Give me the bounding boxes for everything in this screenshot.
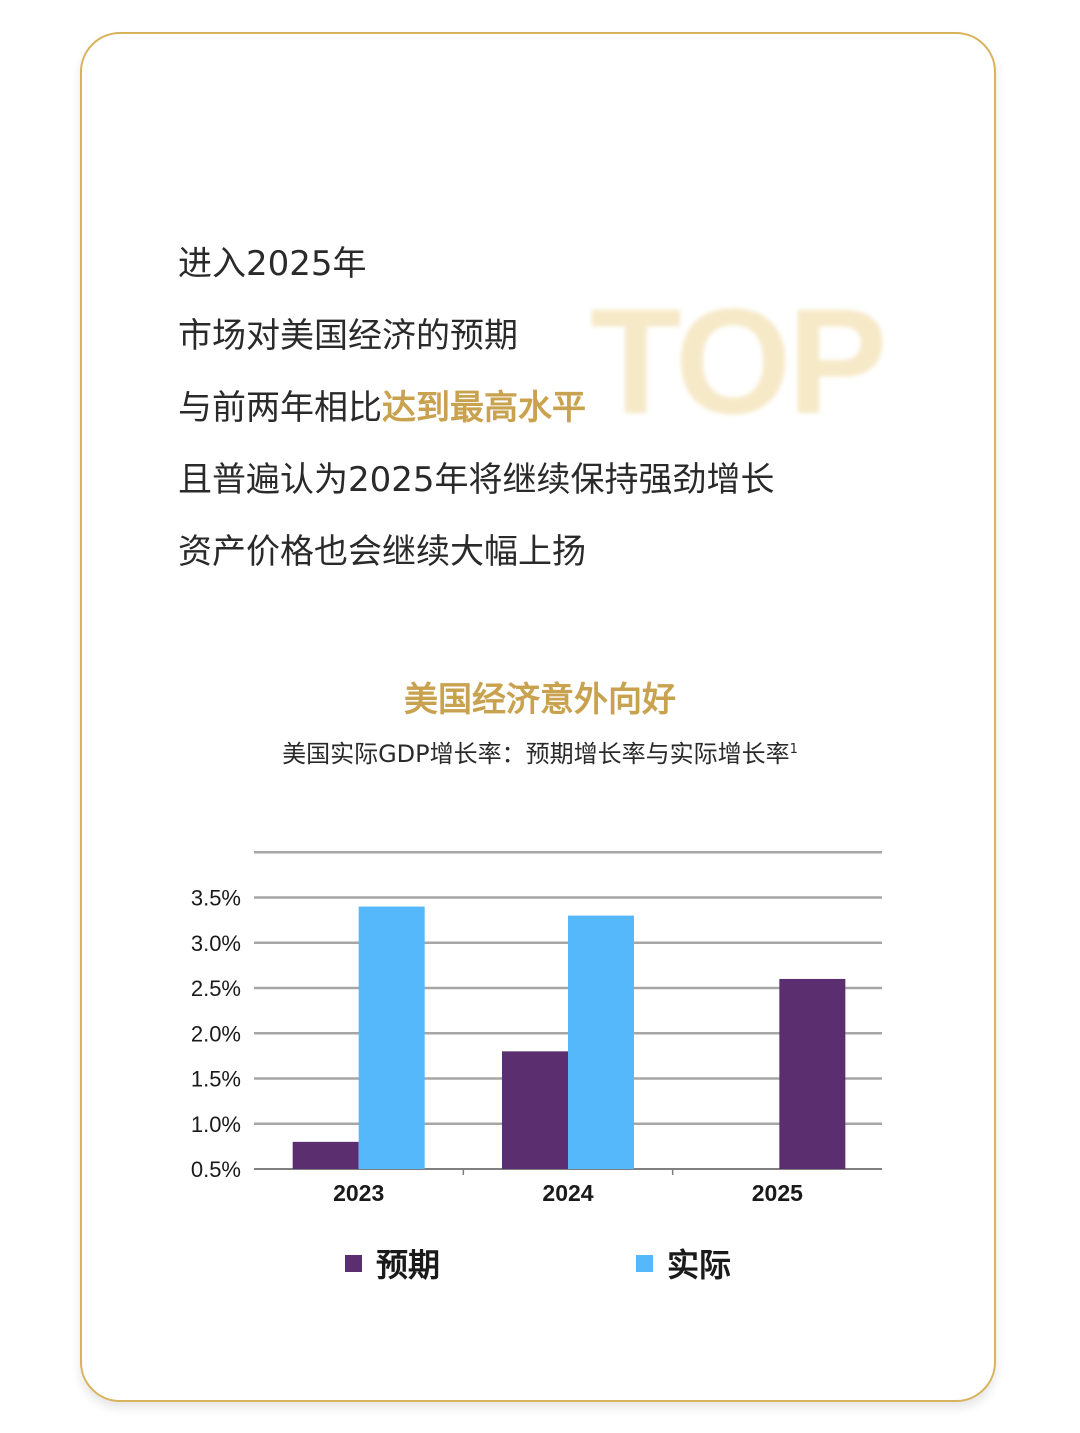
intro-line-1: 进入2025年 (178, 244, 367, 284)
content-card (80, 32, 996, 1402)
legend-item-actual: 实际 (636, 1240, 731, 1286)
intro-line-2: 市场对美国经济的预期 (178, 316, 518, 356)
intro-line-4: 且普遍认为2025年将继续保持强劲增长 (178, 460, 775, 500)
y-tick-label: 1.5% (191, 1067, 241, 1092)
bar-actual-2023 (358, 906, 425, 1169)
top-watermark: TOP (590, 277, 888, 445)
bar-expected-2023 (292, 1141, 359, 1169)
x-tick-label: 2023 (333, 1180, 384, 1206)
legend-item-expected: 预期 (345, 1240, 440, 1286)
legend-label-actual: 实际 (667, 1246, 732, 1284)
y-tick-label: 3.5% (191, 886, 241, 911)
legend-swatch-actual (636, 1254, 653, 1272)
bar-expected-2024 (502, 1051, 568, 1169)
intro-line-3-prefix: 与前两年相比 (178, 388, 382, 428)
y-tick-label: 3.0% (191, 931, 241, 956)
chart-footnote-marker: 1 (789, 742, 798, 757)
chart-subtitle-text: 美国实际GDP增长率：预期增长率与实际增长率 (282, 740, 790, 768)
legend-swatch-expected (345, 1254, 362, 1272)
intro-line-3-highlight: 达到最高水平 (382, 388, 586, 428)
y-tick-label: 2.5% (191, 976, 241, 1001)
chart-subtitle: 美国实际GDP增长率：预期增长率与实际增长率1 (0, 734, 1080, 769)
y-tick-label: 2.0% (191, 1021, 241, 1046)
intro-text: 进入2025年 市场对美国经济的预期 与前两年相比达到最高水平 且普遍认为202… (178, 236, 775, 596)
y-tick-label: 1.0% (191, 1112, 241, 1137)
legend-label-expected: 预期 (376, 1246, 441, 1284)
intro-line-5: 资产价格也会继续大幅上扬 (178, 532, 586, 572)
intro-line-3: 与前两年相比达到最高水平 (178, 380, 775, 452)
x-tick-label: 2025 (752, 1180, 803, 1206)
bar-actual-2024 (568, 915, 634, 1169)
bar-expected-2025 (779, 978, 846, 1169)
chart-title: 美国经济意外向好 (404, 680, 676, 720)
y-tick-label: 0.5% (191, 1157, 241, 1182)
x-tick-label: 2024 (542, 1180, 593, 1206)
